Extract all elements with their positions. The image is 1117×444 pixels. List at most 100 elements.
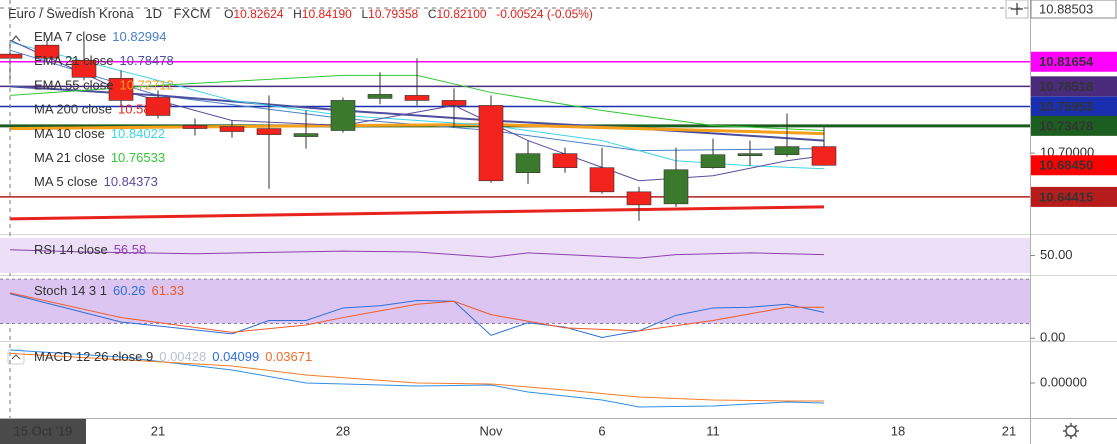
y-tick-label: 0.00000 [1040, 374, 1087, 389]
candle-body [293, 133, 319, 137]
settings-icon [1063, 423, 1079, 439]
legend-collapse[interactable] [11, 34, 21, 42]
candle-body [219, 126, 245, 132]
candle-body [478, 105, 504, 182]
price-badge-label: 10.75953 [1039, 99, 1093, 114]
price-badge-label: 10.81654 [1039, 54, 1094, 69]
legend-value: 60.26 [113, 283, 146, 298]
price-badge [1031, 186, 1117, 207]
legend-name: MA 21 close [34, 150, 105, 165]
x-tick-label: 11 [706, 423, 720, 438]
legend-name: MA 200 close [34, 102, 112, 117]
crosshair-date: 15 Oct '19 [14, 423, 73, 438]
change: -0.00524 (-0.05%) [496, 7, 593, 21]
indicator-line [9, 352, 824, 402]
x-tick-label: Nov [479, 423, 503, 438]
price-badge [1031, 76, 1117, 97]
ohlc-value: 10.82100 [437, 7, 487, 21]
pane-toggle-icon [11, 354, 21, 360]
legend-value: 56.58 [114, 242, 147, 257]
legend-name: EMA 55 close [34, 78, 114, 93]
price-badge [1031, 115, 1117, 136]
legend-value: 10.76533 [111, 150, 165, 165]
legend-value: 10.84373 [104, 175, 158, 190]
legend-value: 61.33 [152, 283, 185, 298]
legend-entry: EMA 7 close 10.82994 [34, 29, 167, 44]
x-tick-label: 6 [598, 423, 605, 438]
y-tick-label: 50.00 [1040, 247, 1073, 262]
candle-body [663, 169, 689, 205]
candle-body [108, 78, 134, 101]
interval: 1D [145, 6, 162, 21]
candle-body [256, 128, 282, 135]
candle-body [774, 146, 800, 155]
legend-name: EMA 7 close [34, 29, 106, 44]
ohlc-label: C [428, 7, 437, 21]
price-badge [1031, 51, 1117, 72]
pane [0, 39, 1030, 221]
legend-entry: MACD 12 26 close 9 0.00428 0.04099 0.03671 [34, 349, 312, 364]
legend-value: 10.78478 [120, 54, 174, 69]
ohlc-value: 10.79358 [368, 7, 418, 21]
ohlc-label: L [361, 7, 368, 21]
candle-body [330, 100, 356, 131]
candle-body [589, 167, 615, 193]
legend-value: 10.58357 [118, 102, 172, 117]
settings[interactable] [1063, 423, 1079, 439]
ohlc-value: 10.82624 [233, 7, 283, 21]
indicator-line [9, 205, 825, 221]
candle-body [441, 100, 467, 106]
candle-body [71, 59, 97, 78]
x-tick-label: 18 [891, 423, 905, 438]
legend-name: MACD 12 26 close 9 [34, 349, 153, 364]
legend-entry: MA 200 close 10.58357 [34, 102, 172, 117]
candle-body [515, 153, 541, 174]
candle-body [0, 53, 23, 59]
legend-entry: MA 10 close 10.84022 [34, 126, 165, 141]
candle-body [737, 153, 763, 156]
indicator-line [9, 292, 824, 333]
legend-value: 10.72712 [120, 78, 174, 93]
indicator-line [9, 74, 825, 132]
pane [9, 349, 825, 408]
legend-name: EMA 21 close [34, 54, 114, 69]
price-badge-label: 10.73478 [1039, 118, 1093, 133]
legend-value: 10.84022 [111, 126, 165, 141]
legend-value: 10.82994 [112, 29, 166, 44]
legend-name: Stoch 14 3 1 [34, 283, 107, 298]
indicator-line [9, 249, 825, 259]
x-tick-label: 21 [1002, 423, 1016, 438]
legend-value: 0.04099 [212, 349, 259, 364]
ohlc-value: 10.84190 [302, 7, 352, 21]
last-price-badge [1031, 155, 1117, 176]
legend-entry: EMA 55 close 10.72712 [34, 78, 174, 93]
ohlc-label: O [224, 7, 233, 21]
pane [0, 278, 1030, 339]
add-icon [1011, 3, 1023, 15]
candle-body [145, 97, 171, 116]
band [0, 279, 1030, 324]
candle-body [367, 94, 393, 99]
candle-body [182, 125, 208, 129]
symbol: Euro / Swedish Krona [8, 6, 135, 21]
price-badge-label: 10.64415 [1039, 189, 1093, 204]
x-tick-label: 28 [336, 423, 350, 438]
header: Euro / Swedish Krona 1D FXCM O10.82624 H… [8, 6, 593, 21]
crosshair-date-box [0, 419, 86, 444]
candle-body [34, 44, 60, 59]
legend-entry: MA 5 close 10.84373 [34, 175, 158, 190]
candle-body [404, 95, 430, 101]
crosshair-price: 10.88503 [1039, 1, 1093, 16]
price-badge [1031, 96, 1117, 117]
last-price-label: 10.68450 [1039, 158, 1093, 173]
legend-name: RSI 14 close [34, 242, 108, 257]
indicator-line [9, 293, 825, 339]
source: FXCM [174, 6, 211, 21]
candle-body [626, 191, 652, 206]
legend-value: 0.03671 [265, 349, 312, 364]
legend-entry: RSI 14 close 56.58 [34, 242, 146, 257]
ohlc-label: H [293, 7, 302, 21]
